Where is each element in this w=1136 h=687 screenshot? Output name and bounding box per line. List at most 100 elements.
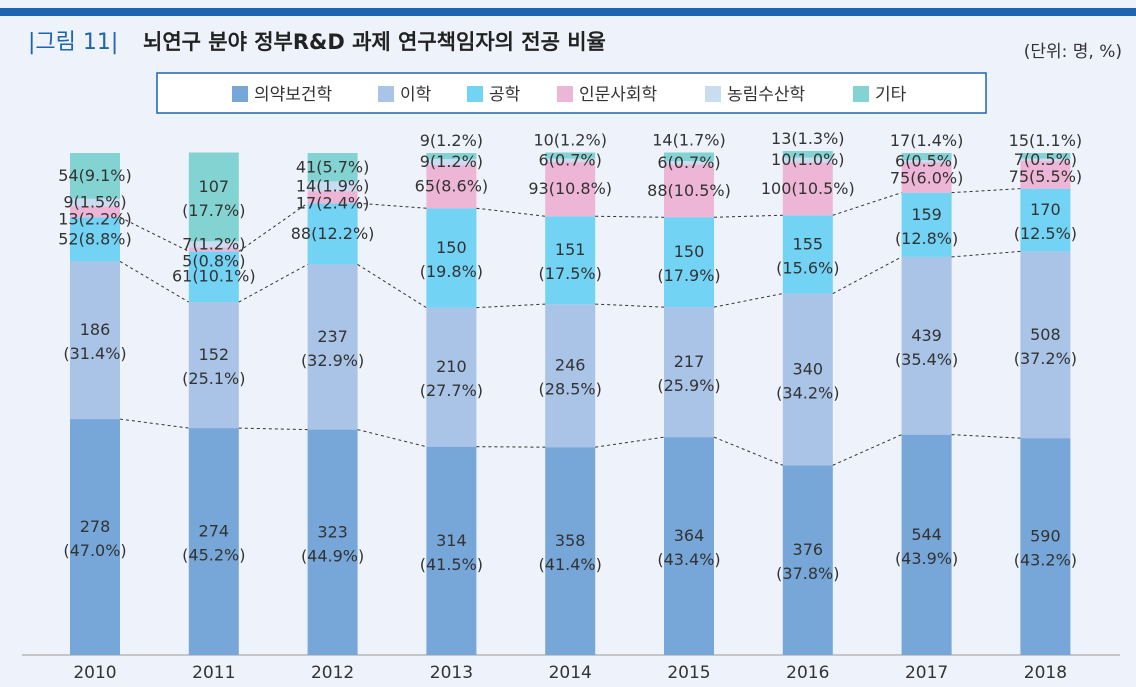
value-label: 150 (17.9%) <box>657 242 720 285</box>
value-label: 61(10.1%) <box>172 266 256 285</box>
value-label: 9(1.5%) <box>63 192 126 211</box>
value-label-line: (35.4%) <box>895 349 958 368</box>
value-label: 150 (19.8%) <box>420 237 483 280</box>
legend-label: 의약보건학 <box>254 85 333 105</box>
bar-segment <box>188 247 239 252</box>
value-label: 9(1.2%) <box>420 152 483 171</box>
value-label: 52(8.8%) <box>58 229 132 248</box>
bar-segment <box>545 158 596 163</box>
value-label: 15(1.1%) <box>1009 131 1083 150</box>
value-label-line: 237 <box>317 327 348 346</box>
legend-swatch <box>557 86 573 102</box>
value-label-line: (43.9%) <box>895 548 958 567</box>
connector <box>238 202 308 252</box>
value-label-line: 155 <box>793 234 824 253</box>
value-label: 314 (41.5%) <box>420 530 483 573</box>
value-label-line: (12.5%) <box>1014 224 1077 243</box>
value-label-line: 358 <box>555 531 586 550</box>
value-label-line: 17(2.4%) <box>296 193 370 212</box>
value-label-line: (25.9%) <box>657 376 720 395</box>
value-label: 75(6.0%) <box>890 168 964 187</box>
value-label-line: 323 <box>317 522 348 541</box>
value-label-line: (41.4%) <box>539 555 602 574</box>
x-tick-label: 2013 <box>430 663 473 683</box>
connector <box>357 264 427 309</box>
value-label: 65(8.6%) <box>415 176 489 195</box>
value-label: 278 (47.0%) <box>63 517 126 560</box>
value-label-line: 61(10.1%) <box>172 266 256 285</box>
value-label-line: 5(0.8%) <box>182 251 245 270</box>
value-label-line: 6(0.7%) <box>539 150 602 169</box>
bar-segment <box>901 162 952 193</box>
connector <box>713 436 783 466</box>
value-label-line: 376 <box>793 540 824 559</box>
value-label: 14(1.9%) <box>296 176 370 195</box>
legend-label: 농림수산학 <box>727 85 806 105</box>
value-label-line: (43.2%) <box>1014 550 1077 569</box>
bar-segment <box>664 164 714 218</box>
value-label-line: 152 <box>199 345 230 364</box>
bar-segment <box>545 216 596 305</box>
value-label-line: (32.9%) <box>301 351 364 370</box>
bar-segment <box>70 419 120 655</box>
value-label-line: (41.5%) <box>420 554 483 573</box>
bar-segment <box>70 217 120 262</box>
legend-swatch <box>232 86 248 102</box>
value-label: 6(0.5%) <box>895 151 958 170</box>
x-tick-label: 2011 <box>192 663 235 683</box>
bar-segment <box>307 203 358 265</box>
legend-swatch <box>467 86 483 102</box>
bar-segment <box>307 429 358 655</box>
value-label-line: 150 <box>436 237 467 256</box>
value-label-line: 7(1.2%) <box>182 234 245 253</box>
connector <box>119 261 190 303</box>
value-label: 358 (41.4%) <box>539 531 602 574</box>
value-label-line: 54(9.1%) <box>58 165 132 184</box>
value-label-line: 278 <box>80 517 111 536</box>
value-label: 5(0.8%) <box>182 251 245 270</box>
value-label: 41(5.7%) <box>296 157 370 176</box>
bar-segment <box>426 159 477 166</box>
bar-segment <box>188 241 239 248</box>
value-label-line: 52(8.8%) <box>58 229 132 248</box>
top-rule <box>0 8 1136 16</box>
x-tick-label: 2015 <box>667 663 710 683</box>
value-label-line: (28.5%) <box>539 379 602 398</box>
value-label-line: 100(10.5%) <box>761 178 855 197</box>
value-label: 170 (12.5%) <box>1014 200 1077 243</box>
bar-segment <box>70 153 120 199</box>
bar-segment <box>664 307 714 438</box>
value-label: 7(0.5%) <box>1014 149 1077 168</box>
connector <box>832 434 902 466</box>
bar-segment <box>70 261 120 420</box>
bar-segment <box>545 304 596 448</box>
value-label: 210 (27.7%) <box>420 357 483 400</box>
value-label-line: (45.2%) <box>182 545 245 564</box>
value-label: 54(9.1%) <box>58 165 132 184</box>
bar-segment <box>901 160 952 163</box>
value-label-line: 65(8.6%) <box>415 176 489 195</box>
value-label: 151 (17.5%) <box>539 240 602 283</box>
value-label-line: 340 <box>793 359 824 378</box>
x-tick-label: 2018 <box>1024 663 1067 683</box>
value-label-line: 88(12.2%) <box>291 223 375 242</box>
value-label-line: 15(1.1%) <box>1009 131 1083 150</box>
value-label: 17(1.4%) <box>890 131 964 150</box>
value-label: 217 (25.9%) <box>657 352 720 395</box>
value-label-line: 17(1.4%) <box>890 131 964 150</box>
bar-segment <box>426 307 477 447</box>
bar-segment <box>664 161 714 165</box>
value-label-line: 75(5.5%) <box>1009 166 1083 185</box>
value-label-line: (37.2%) <box>1014 348 1077 367</box>
value-label-line: 9(1.2%) <box>420 152 483 171</box>
value-label: 7(1.2%) <box>182 234 245 253</box>
bar-segment <box>545 447 596 655</box>
value-label: 152 (25.1%) <box>182 345 245 388</box>
value-label-line: 9(1.5%) <box>63 192 126 211</box>
x-tick-label: 2014 <box>549 663 592 683</box>
value-label-line: (17.7%) <box>182 200 245 219</box>
value-label: 544 (43.9%) <box>895 524 958 567</box>
bar-segment <box>1020 161 1071 189</box>
bar-segment <box>426 446 477 655</box>
bar-segment <box>901 153 952 161</box>
